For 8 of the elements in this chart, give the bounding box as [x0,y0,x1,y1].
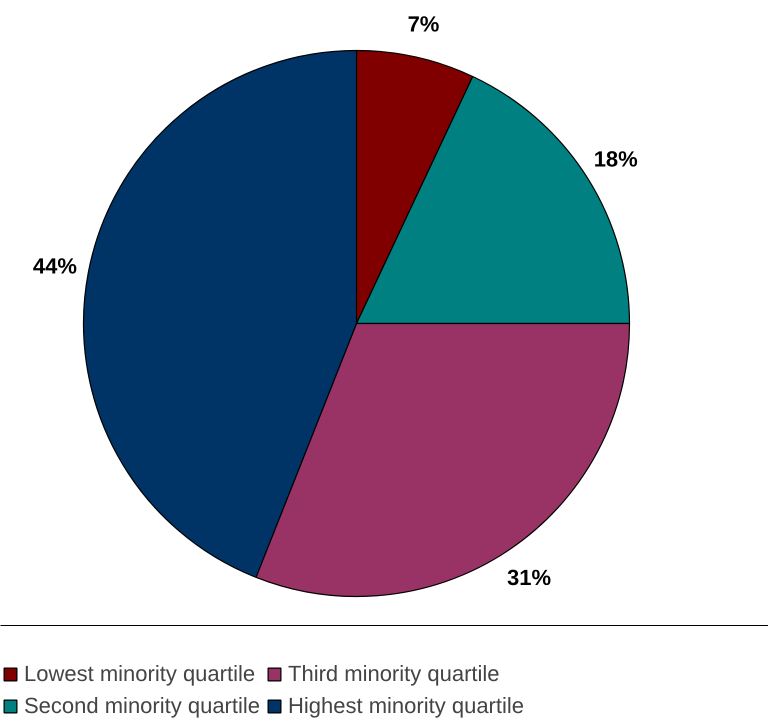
data-label: 7% [408,11,440,36]
legend-label: Second minority quartile [24,693,260,719]
data-label: 31% [507,564,552,590]
legend-label: Third minority quartile [288,661,500,687]
legend-label: Lowest minority quartile [24,661,256,687]
data-label: 18% [594,146,638,172]
data-label: 44% [32,253,77,278]
legend-label: Highest minority quartile [288,693,524,719]
